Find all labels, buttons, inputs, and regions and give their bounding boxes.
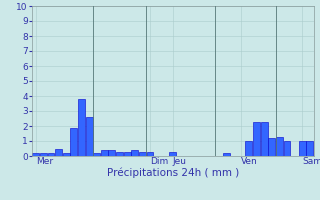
Bar xyxy=(223,153,229,156)
Bar xyxy=(55,148,62,156)
Bar xyxy=(70,128,77,156)
Bar xyxy=(306,141,313,156)
Bar xyxy=(40,153,47,156)
Bar xyxy=(299,141,306,156)
Bar xyxy=(245,141,252,156)
Bar xyxy=(48,153,54,156)
X-axis label: Précipitations 24h ( mm ): Précipitations 24h ( mm ) xyxy=(107,168,239,178)
Bar xyxy=(268,138,275,156)
Bar xyxy=(253,121,260,156)
Bar xyxy=(284,141,290,156)
Bar xyxy=(276,137,283,156)
Bar xyxy=(32,153,39,156)
Bar xyxy=(169,152,176,156)
Bar xyxy=(86,117,92,156)
Bar xyxy=(78,99,85,156)
Bar xyxy=(147,152,153,156)
Bar xyxy=(63,153,70,156)
Bar xyxy=(108,150,115,156)
Bar xyxy=(93,153,100,156)
Bar xyxy=(116,152,123,156)
Bar xyxy=(131,150,138,156)
Bar xyxy=(124,152,131,156)
Bar xyxy=(139,152,146,156)
Bar xyxy=(101,150,108,156)
Bar xyxy=(261,121,268,156)
